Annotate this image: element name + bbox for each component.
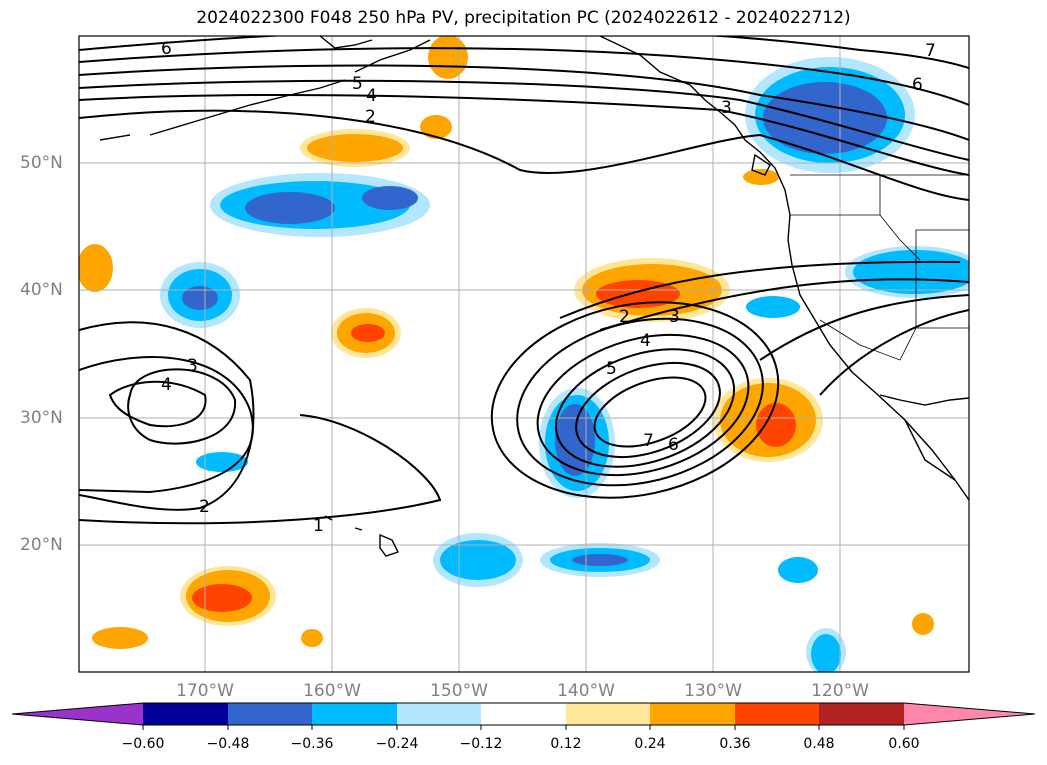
colorbar-swatch: [312, 703, 397, 725]
colorbar-swatch: [819, 703, 904, 725]
contour-label: 4: [640, 331, 651, 351]
lon-label: 170°W: [176, 681, 234, 701]
colorbar-tick-label: 0.48: [803, 736, 835, 752]
lat-label: 20°N: [20, 535, 63, 555]
colorbar-tick-label: 0.12: [550, 736, 582, 752]
contour-label: 2: [619, 307, 630, 327]
contour-label: 1: [313, 516, 324, 536]
colorbar-tick-label: −0.24: [375, 736, 419, 752]
lon-label: 140°W: [557, 681, 615, 701]
contour-label: 6: [161, 39, 172, 59]
colorbar-tick-label: 0.60: [888, 736, 920, 752]
lon-label: 150°W: [430, 681, 488, 701]
map-frame: [78, 35, 970, 673]
lat-label: 40°N: [20, 280, 63, 300]
colorbar-tick-label: −0.60: [121, 736, 165, 752]
contour-label: 2: [365, 107, 376, 127]
lat-label: 30°N: [20, 408, 63, 428]
pv-contours: [79, 36, 969, 525]
contour-label: 4: [366, 86, 377, 106]
colorbar-swatch: [650, 703, 735, 725]
colorbar-tick-label: −0.36: [290, 736, 334, 752]
contour-labels: 6 7 6 5 4 2 3 3 4 2 3 5 4 7 6 2 1: [161, 39, 936, 536]
colorbar-swatch: [397, 703, 481, 725]
precip-anomaly-shading: [79, 36, 969, 672]
contour-label: 3: [669, 307, 680, 327]
graticule: [79, 36, 969, 672]
lon-label: 130°W: [684, 681, 742, 701]
map-title: 2024022300 F048 250 hPa PV, precipitatio…: [196, 8, 851, 28]
colorbar-swatch: [481, 703, 566, 725]
colorbar-tick-label: 0.36: [719, 736, 751, 752]
lat-label: 50°N: [20, 153, 63, 173]
contour-label: 6: [668, 435, 679, 455]
contour-label: 2: [199, 497, 210, 517]
contour-label: 4: [161, 375, 172, 395]
contour-label: 3: [187, 356, 198, 376]
colorbar-extend-low: [12, 703, 143, 725]
colorbar-extend-high: [904, 703, 1035, 725]
colorbar-swatch: [143, 703, 228, 725]
colorbar-tick-label: −0.12: [459, 736, 503, 752]
contour-label: 5: [352, 74, 363, 94]
colorbar-swatch: [566, 703, 650, 725]
colorbar-swatch: [735, 703, 819, 725]
contour-label: 3: [721, 98, 732, 118]
contour-label: 7: [643, 431, 654, 451]
colorbar-tick-label: 0.24: [634, 736, 666, 752]
lon-label: 120°W: [811, 681, 869, 701]
lon-label: 160°W: [303, 681, 361, 701]
contour-label: 5: [606, 359, 617, 379]
colorbar: [11, 702, 1036, 730]
colorbar-tick-label: −0.48: [206, 736, 250, 752]
contour-label: 6: [912, 75, 923, 95]
contour-label: 7: [925, 41, 936, 61]
colorbar-swatch: [228, 703, 312, 725]
